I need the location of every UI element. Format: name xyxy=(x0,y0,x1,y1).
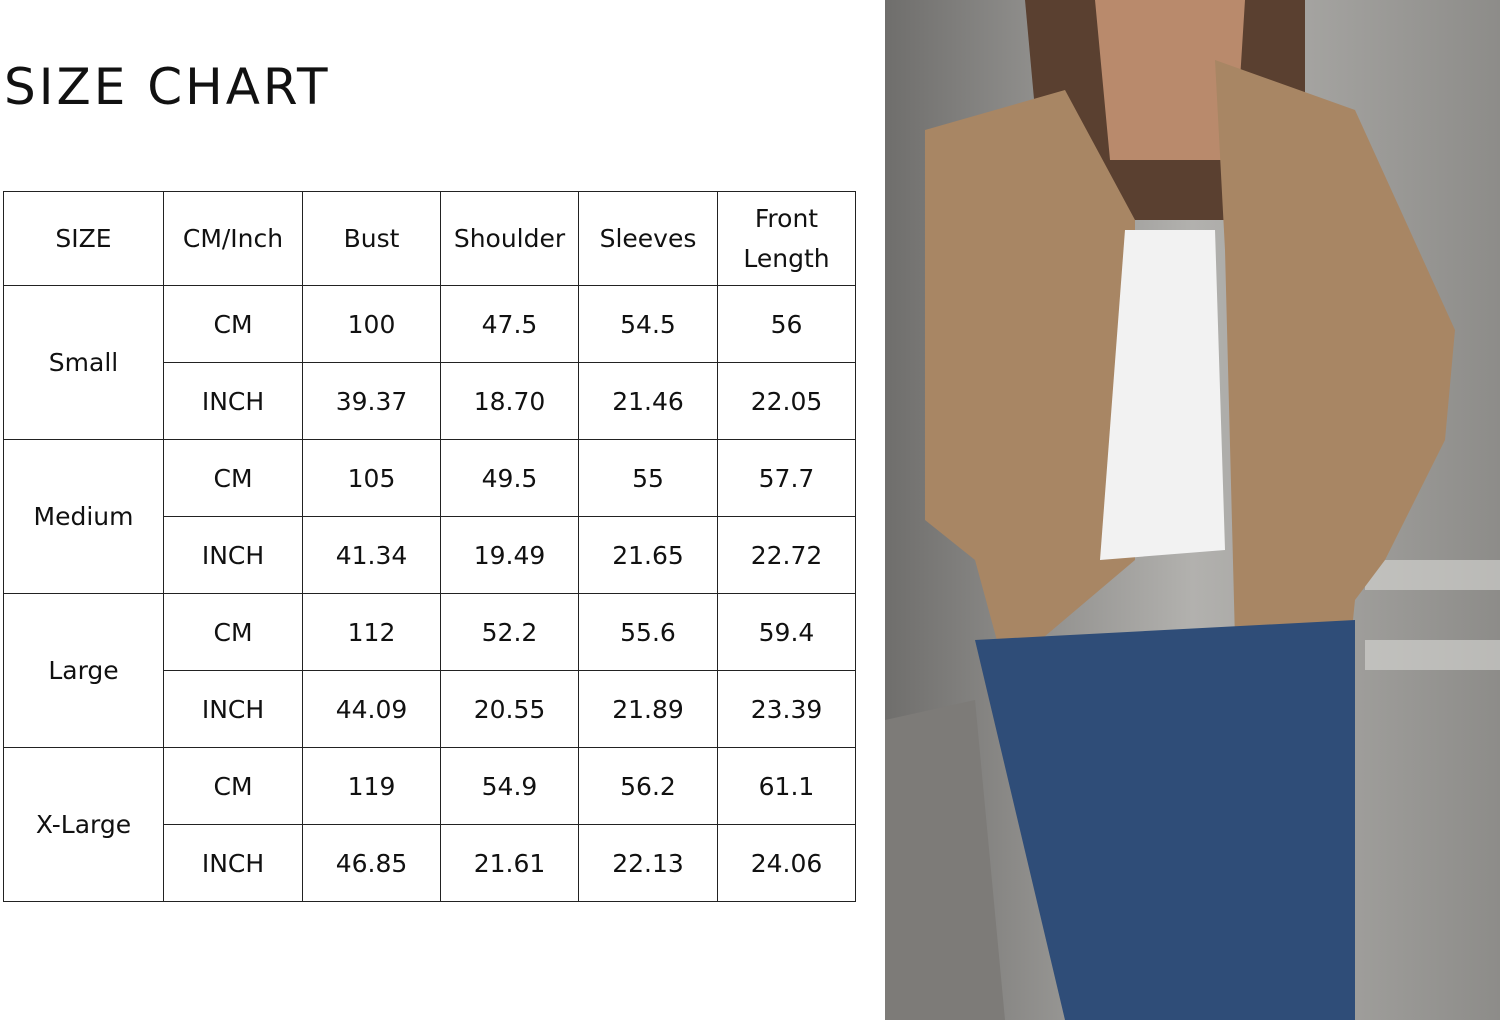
value-cell: 44.09 xyxy=(302,670,441,748)
value-cell: 21.89 xyxy=(578,670,718,748)
value-cell: 22.72 xyxy=(717,516,856,594)
value-cell: 56.2 xyxy=(578,747,718,825)
value-cell: 21.46 xyxy=(578,362,718,440)
column-header: SIZE xyxy=(3,191,164,286)
value-cell: 47.5 xyxy=(440,285,579,363)
value-cell: 49.5 xyxy=(440,439,579,517)
size-cell: X-Large xyxy=(3,747,164,902)
jacket-left xyxy=(925,90,1135,670)
value-cell: 105 xyxy=(302,439,441,517)
value-cell: INCH xyxy=(163,516,303,594)
value-cell: 20.55 xyxy=(440,670,579,748)
size-cell: Large xyxy=(3,593,164,748)
value-cell: 54.9 xyxy=(440,747,579,825)
table-row: Large CM 112 52.2 55.6 59.4 xyxy=(3,593,856,748)
value-cell: 54.5 xyxy=(578,285,718,363)
value-cell: 24.06 xyxy=(717,824,856,902)
handbag xyxy=(885,700,1005,1020)
jeans xyxy=(975,620,1355,1020)
value-cell: 55.6 xyxy=(578,593,718,671)
value-cell: CM xyxy=(163,747,303,825)
value-cell: CM xyxy=(163,439,303,517)
column-header: Bust xyxy=(302,191,441,286)
value-cell: CM xyxy=(163,285,303,363)
value-cell: 22.13 xyxy=(578,824,718,902)
value-cell: 56 xyxy=(717,285,856,363)
value-cell: 61.1 xyxy=(717,747,856,825)
table-row: INCH 44.09 20.55 21.89 23.39 xyxy=(4,670,856,748)
value-cell: 39.37 xyxy=(302,362,441,440)
product-photo xyxy=(885,0,1500,1020)
value-cell: CM xyxy=(163,593,303,671)
value-cell: 22.05 xyxy=(717,362,856,440)
value-cell: 100 xyxy=(302,285,441,363)
value-cell: 52.2 xyxy=(440,593,579,671)
page-title: SIZE CHART xyxy=(4,58,331,116)
table-row: Medium CM 105 49.5 55 57.7 xyxy=(3,439,856,594)
value-cell: 57.7 xyxy=(717,439,856,517)
value-cell: 41.34 xyxy=(302,516,441,594)
column-header: Sleeves xyxy=(578,191,718,286)
table-row: INCH 46.85 21.61 22.13 24.06 xyxy=(4,824,856,902)
column-header: CM/Inch xyxy=(163,191,303,286)
value-cell: 46.85 xyxy=(302,824,441,902)
table-row: Small CM 100 47.5 54.5 56 xyxy=(3,285,856,440)
value-cell: 112 xyxy=(302,593,441,671)
size-cell: Small xyxy=(3,285,164,440)
size-cell: Medium xyxy=(3,439,164,594)
value-cell: INCH xyxy=(163,824,303,902)
value-cell: 119 xyxy=(302,747,441,825)
value-cell: INCH xyxy=(163,670,303,748)
white-top xyxy=(1100,230,1225,560)
value-cell: 59.4 xyxy=(717,593,856,671)
value-cell: 21.61 xyxy=(440,824,579,902)
column-header: Front Length xyxy=(717,191,856,286)
header-row: SIZE CM/Inch Bust Shoulder Sleeves Front Leng… xyxy=(3,191,856,286)
value-cell: 18.70 xyxy=(440,362,579,440)
table-row: X-Large CM 119 54.9 56.2 61.1 xyxy=(3,747,856,902)
value-cell: INCH xyxy=(163,362,303,440)
size-chart-table: SIZE CM/Inch Bust Shoulder Sleeves Front Leng… xyxy=(3,191,856,902)
table-row: INCH 41.34 19.49 21.65 22.72 xyxy=(4,516,856,594)
column-header: Shoulder xyxy=(440,191,579,286)
value-cell: 19.49 xyxy=(440,516,579,594)
value-cell: 23.39 xyxy=(717,670,856,748)
value-cell: 55 xyxy=(578,439,718,517)
value-cell: 21.65 xyxy=(578,516,718,594)
jacket-right xyxy=(1215,60,1455,700)
